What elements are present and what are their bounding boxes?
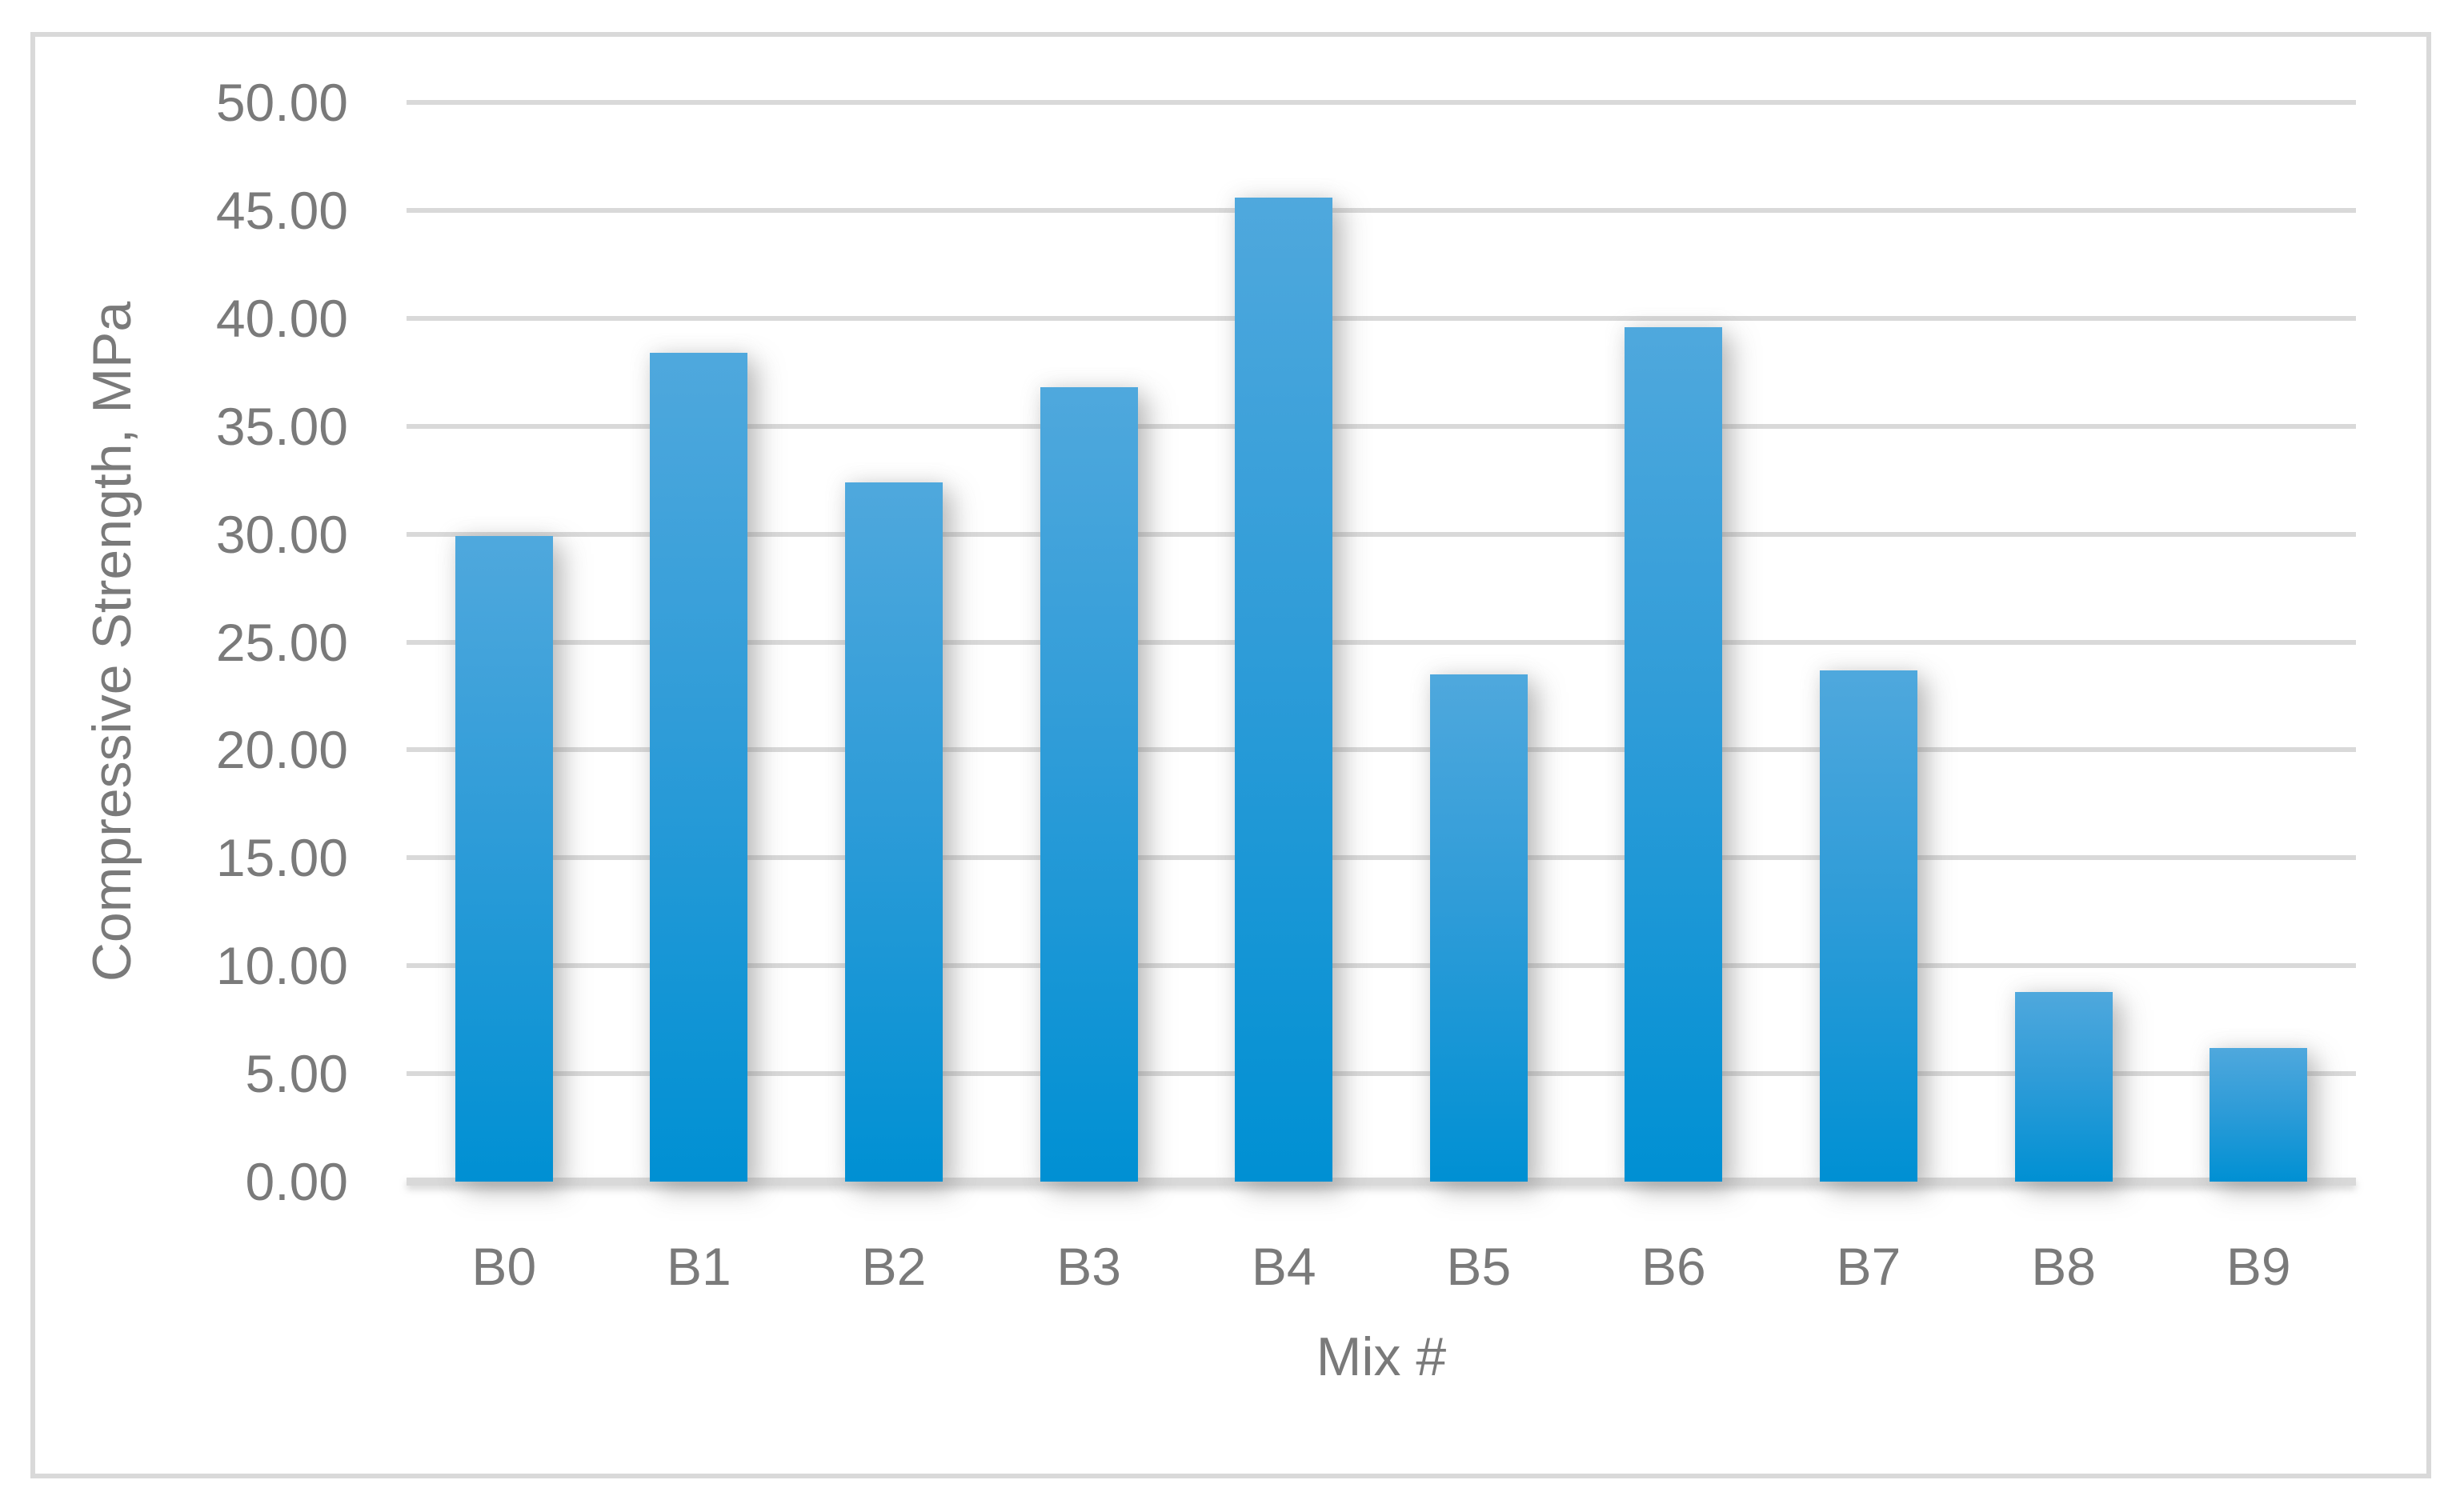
bar-B0 xyxy=(455,536,553,1182)
y-tick-label-10: 10.00 xyxy=(215,936,348,996)
y-tick-label-25: 25.00 xyxy=(215,612,348,672)
y-tick-label-35: 35.00 xyxy=(215,396,348,456)
gridline-y-45 xyxy=(407,207,2356,213)
bar-B6 xyxy=(1625,326,1723,1182)
y-tick-label-0: 0.00 xyxy=(245,1152,348,1211)
gridline-y-25 xyxy=(407,639,2356,645)
y-tick-label-50: 50.00 xyxy=(215,73,348,132)
bar-B4 xyxy=(1235,197,1333,1182)
bar-B8 xyxy=(2014,991,2113,1182)
x-tick-label-B1: B1 xyxy=(667,1237,731,1296)
x-tick-label-B7: B7 xyxy=(1836,1237,1901,1296)
y-tick-label-30: 30.00 xyxy=(215,504,348,564)
gridline-y-50 xyxy=(407,100,2356,105)
x-tick-label-B4: B4 xyxy=(1251,1237,1316,1296)
chart-frame: Compressive Strength, MPa Mix # 0.00 5.00… xyxy=(30,32,2431,1478)
x-tick-label-B6: B6 xyxy=(1641,1237,1706,1296)
gridline-y-40 xyxy=(407,315,2356,321)
x-tick-label-B5: B5 xyxy=(1446,1237,1512,1296)
gridline-y-30 xyxy=(407,531,2356,537)
x-axis-title: Mix # xyxy=(1316,1326,1447,1387)
gridline-y-20 xyxy=(407,747,2356,753)
y-tick-label-45: 45.00 xyxy=(215,180,348,240)
bar-B2 xyxy=(845,482,943,1182)
gridline-y-35 xyxy=(407,423,2356,429)
y-tick-label-5: 5.00 xyxy=(245,1044,348,1104)
bar-B1 xyxy=(650,352,748,1182)
y-tick-label-40: 40.00 xyxy=(215,288,348,348)
bar-B5 xyxy=(1429,674,1528,1182)
y-tick-label-15: 15.00 xyxy=(215,828,348,888)
gridline-y-10 xyxy=(407,963,2356,969)
y-tick-label-20: 20.00 xyxy=(215,720,348,780)
x-tick-label-B0: B0 xyxy=(471,1237,537,1296)
bar-B7 xyxy=(1820,670,1917,1182)
bar-B3 xyxy=(1040,387,1138,1182)
x-tick-label-B8: B8 xyxy=(2031,1237,2096,1296)
plot-area xyxy=(407,100,2356,1186)
x-tick-label-B9: B9 xyxy=(2226,1237,2291,1296)
x-axis-line xyxy=(407,1178,2356,1186)
x-tick-label-B3: B3 xyxy=(1056,1237,1121,1296)
gridline-y-15 xyxy=(407,855,2356,861)
bar-B9 xyxy=(2210,1047,2308,1182)
x-tick-label-B2: B2 xyxy=(861,1237,927,1296)
gridline-y-5 xyxy=(407,1071,2356,1077)
